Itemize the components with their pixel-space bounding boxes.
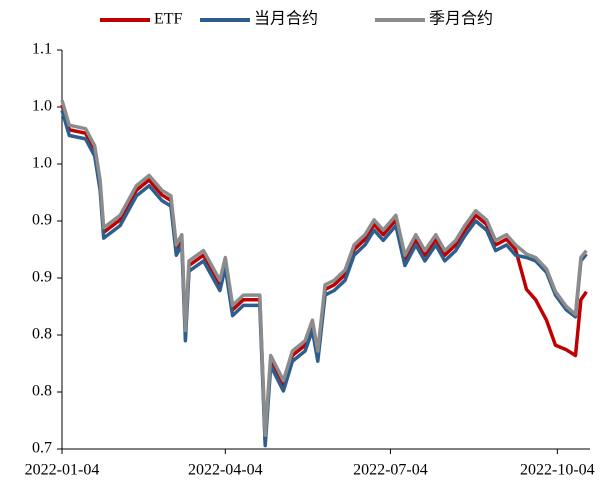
y-tick-label: 1.0 — [32, 155, 52, 172]
y-tick-label: 1.1 — [32, 41, 52, 58]
y-tick-label: 0.8 — [32, 326, 52, 343]
x-tick-label: 2022-04-04 — [188, 462, 263, 479]
y-tick-label: 0.9 — [32, 269, 52, 286]
x-tick-label: 2022-07-04 — [353, 462, 428, 479]
series-line — [60, 104, 588, 442]
y-tick-label: 0.9 — [32, 212, 52, 229]
x-tick-label: 2022-01-04 — [25, 462, 100, 479]
y-tick-label: 0.7 — [32, 440, 52, 457]
legend-label: 季月合约 — [429, 10, 493, 28]
legend-label: 当月合约 — [254, 10, 318, 28]
series-line — [60, 99, 588, 438]
legend-label: ETF — [154, 11, 183, 28]
y-tick-label: 1.0 — [32, 98, 52, 115]
y-tick-label: 0.8 — [32, 383, 52, 400]
x-tick-label: 2022-10-04 — [520, 462, 595, 479]
series-line — [60, 109, 588, 448]
